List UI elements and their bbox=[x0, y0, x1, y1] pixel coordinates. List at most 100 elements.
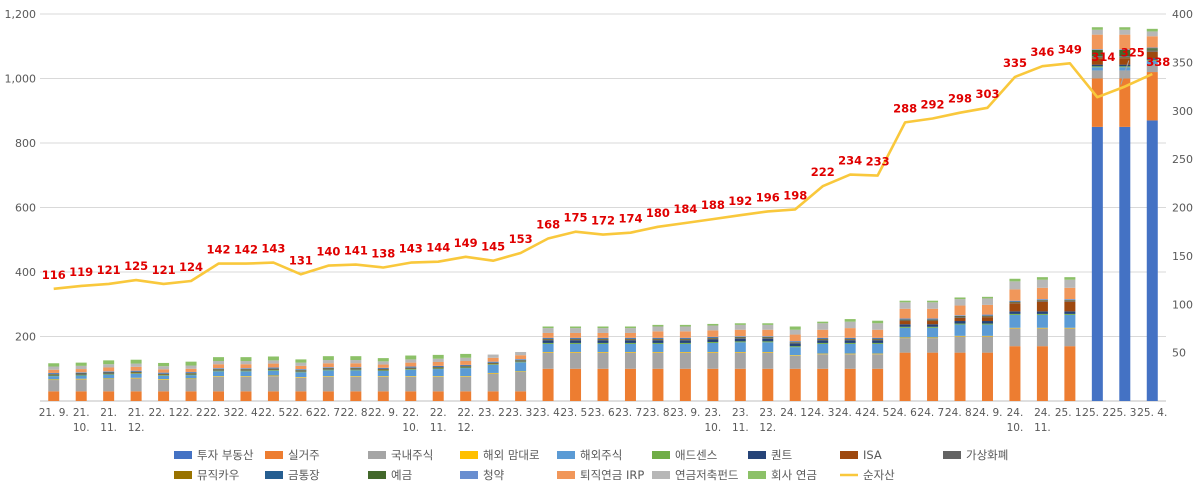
bar-segment bbox=[48, 380, 60, 392]
bar-segment bbox=[130, 372, 142, 374]
legend: 투자 부동산 실거주 국내주식 해외 맘대로 해외주식 애드센스 퀀트 ISA 가상화폐뮤직카우… bbox=[174, 448, 1008, 482]
bar-segment bbox=[981, 296, 993, 299]
bar-segment bbox=[1091, 29, 1103, 35]
bar-segment bbox=[652, 324, 664, 327]
bar-segment bbox=[487, 362, 499, 364]
left-axis-tick-label: 1,000 bbox=[5, 73, 37, 86]
right-axis-tick-label: 150 bbox=[1172, 250, 1193, 263]
bar-segment bbox=[789, 326, 801, 330]
bar-segment bbox=[130, 371, 142, 373]
bar-segment bbox=[377, 361, 389, 365]
data-label: 234 bbox=[838, 154, 862, 168]
bar-segment bbox=[350, 369, 362, 371]
bar-segment bbox=[872, 340, 884, 343]
bar-segment bbox=[515, 360, 527, 362]
bar-segment bbox=[899, 326, 911, 328]
bar-segment bbox=[405, 368, 417, 370]
bar-segment bbox=[1119, 49, 1131, 50]
bar-segment bbox=[322, 376, 334, 392]
bar-segment bbox=[267, 368, 279, 370]
bar-segment bbox=[844, 343, 856, 354]
bar-segment bbox=[707, 330, 719, 337]
bar-segment bbox=[844, 321, 856, 329]
data-label: 121 bbox=[97, 263, 121, 277]
bar-segment bbox=[679, 339, 691, 340]
data-label: 198 bbox=[783, 188, 807, 202]
bar-segment bbox=[432, 391, 444, 401]
bar-segment bbox=[762, 337, 774, 339]
x-tick-label: 10. bbox=[73, 422, 90, 434]
bar-segment bbox=[597, 339, 609, 341]
bar-segment bbox=[432, 369, 444, 377]
bar-segment bbox=[240, 361, 252, 365]
bar-segment bbox=[350, 368, 362, 369]
bar-segment bbox=[213, 368, 225, 370]
bar-segment bbox=[679, 352, 691, 369]
bar-segment bbox=[158, 374, 170, 376]
bar-segment bbox=[597, 368, 609, 401]
right-axis-tick-label: 50 bbox=[1172, 347, 1186, 360]
data-label: 153 bbox=[509, 232, 533, 246]
bar-segment bbox=[213, 376, 225, 392]
bar-segment bbox=[295, 365, 307, 370]
bar-segment bbox=[899, 352, 911, 401]
x-tick-label: 23. 8. bbox=[643, 407, 673, 419]
bar-segment bbox=[213, 368, 225, 369]
bar-segment bbox=[75, 362, 87, 366]
bar-segment bbox=[872, 337, 884, 339]
bar-segment bbox=[185, 378, 197, 380]
right-axis-tick-label: 250 bbox=[1172, 153, 1193, 166]
right-axis-tick-label: 350 bbox=[1172, 56, 1193, 69]
bar-segment bbox=[1119, 27, 1131, 30]
bar-segment bbox=[103, 371, 115, 373]
bar-segment bbox=[762, 341, 774, 343]
data-label: 116 bbox=[42, 268, 66, 282]
bar-segment bbox=[1036, 346, 1048, 401]
x-tick-label: 23. 4. bbox=[533, 407, 563, 419]
right-axis-tick-label: 300 bbox=[1172, 105, 1193, 118]
data-label: 125 bbox=[124, 259, 148, 273]
bar-segment bbox=[817, 329, 829, 338]
bar-segment bbox=[734, 342, 746, 352]
bar-segment bbox=[789, 342, 801, 343]
bar-segment bbox=[432, 376, 444, 392]
bar-segment bbox=[158, 375, 170, 376]
bar-segment bbox=[734, 351, 746, 353]
bar-segment bbox=[103, 374, 115, 379]
bar-segment bbox=[981, 314, 993, 316]
bar-segment bbox=[817, 368, 829, 401]
bar-segment bbox=[954, 305, 966, 316]
x-tick-label: 22. bbox=[402, 407, 419, 419]
x-tick-label: 25. 1. bbox=[1055, 407, 1085, 419]
bar-segment bbox=[899, 302, 911, 309]
bar-segment bbox=[679, 343, 691, 352]
left-axis-tick-label: 400 bbox=[15, 266, 36, 279]
bar-segment bbox=[927, 319, 939, 320]
bar-segment bbox=[240, 371, 252, 377]
bar-segment bbox=[1146, 47, 1158, 49]
bar-segment bbox=[624, 339, 636, 340]
bar-segment bbox=[1009, 313, 1021, 315]
bar-segment bbox=[158, 391, 170, 401]
bar-segment bbox=[981, 323, 993, 325]
bar-segment bbox=[322, 368, 334, 369]
bar-segment bbox=[48, 379, 60, 381]
bar-segment bbox=[1036, 311, 1048, 314]
bar-segment bbox=[1036, 277, 1048, 280]
bar-segment bbox=[185, 372, 197, 374]
bar-segment bbox=[1064, 299, 1076, 301]
legend-label: 연금저축펀드 bbox=[675, 468, 738, 482]
data-label: 184 bbox=[673, 202, 697, 216]
bar-segment bbox=[652, 331, 664, 338]
bar-segment bbox=[213, 370, 225, 372]
bar-segment bbox=[981, 315, 993, 317]
bar-segment bbox=[1119, 66, 1131, 68]
bar-segment bbox=[1091, 49, 1103, 57]
bar-segment bbox=[817, 321, 829, 324]
legend-swatch bbox=[557, 451, 575, 459]
bar-segment bbox=[1009, 278, 1021, 282]
bar-segment bbox=[295, 359, 307, 363]
bar-segment bbox=[75, 379, 87, 392]
bar-segment bbox=[872, 323, 884, 330]
x-tick-label: 22. 3. bbox=[203, 407, 233, 419]
